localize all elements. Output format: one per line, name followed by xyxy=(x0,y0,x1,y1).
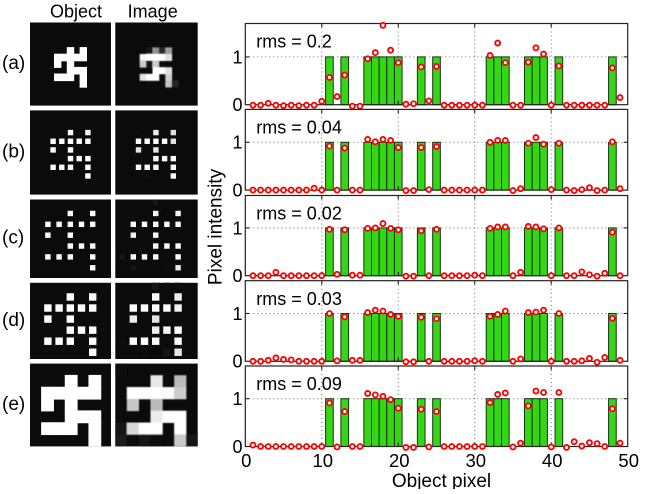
svg-text:30: 30 xyxy=(465,450,486,471)
svg-text:Pixel intensity: Pixel intensity xyxy=(206,168,227,285)
svg-text:(d): (d) xyxy=(2,310,25,331)
svg-text:(a): (a) xyxy=(2,53,25,74)
svg-text:(b): (b) xyxy=(2,141,25,162)
svg-text:rms = 0.09: rms = 0.09 xyxy=(256,374,342,394)
svg-text:0: 0 xyxy=(232,352,242,372)
svg-text:Image: Image xyxy=(128,2,178,22)
svg-text:40: 40 xyxy=(542,450,563,471)
svg-text:rms = 0.2: rms = 0.2 xyxy=(256,32,332,52)
svg-text:1: 1 xyxy=(232,218,242,238)
svg-text:1: 1 xyxy=(232,133,242,153)
svg-text:0: 0 xyxy=(232,95,242,115)
svg-text:50: 50 xyxy=(618,450,639,471)
svg-text:0: 0 xyxy=(241,450,251,471)
svg-text:Object: Object xyxy=(50,2,102,22)
svg-text:rms = 0.02: rms = 0.02 xyxy=(256,204,342,224)
svg-text:1: 1 xyxy=(232,389,242,409)
svg-text:(c): (c) xyxy=(2,228,24,249)
svg-text:rms = 0.03: rms = 0.03 xyxy=(256,289,342,309)
svg-text:1: 1 xyxy=(232,304,242,324)
svg-text:0: 0 xyxy=(232,181,242,201)
svg-text:1: 1 xyxy=(232,47,242,67)
svg-text:10: 10 xyxy=(312,450,333,471)
svg-text:rms = 0.04: rms = 0.04 xyxy=(256,118,342,138)
svg-text:20: 20 xyxy=(389,450,410,471)
svg-text:0: 0 xyxy=(232,266,242,286)
svg-text:Object pixel: Object pixel xyxy=(392,471,491,489)
svg-text:0: 0 xyxy=(232,437,242,457)
svg-text:(e): (e) xyxy=(2,394,25,415)
